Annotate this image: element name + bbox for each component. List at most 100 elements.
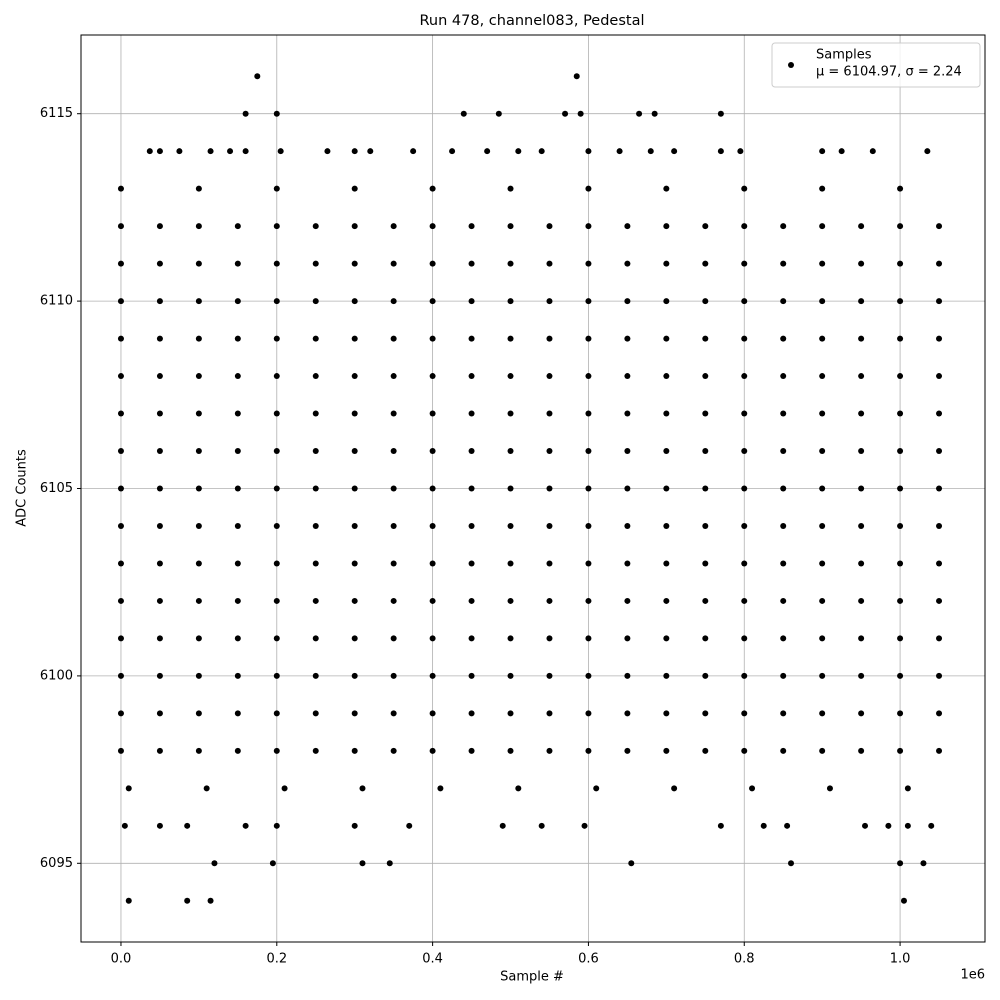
point xyxy=(312,560,319,567)
point xyxy=(897,635,904,642)
point xyxy=(585,373,592,380)
point xyxy=(585,710,592,717)
point xyxy=(234,747,241,754)
point xyxy=(468,597,475,604)
point xyxy=(897,672,904,679)
point xyxy=(207,897,214,904)
point xyxy=(156,448,163,455)
point xyxy=(702,672,709,679)
point xyxy=(538,822,545,829)
point xyxy=(515,785,522,792)
point xyxy=(819,223,826,230)
x-tick-label: 0.8 xyxy=(734,952,755,967)
point xyxy=(663,373,670,380)
point xyxy=(390,560,397,567)
point xyxy=(741,747,748,754)
point xyxy=(780,710,787,717)
point xyxy=(507,223,514,230)
point xyxy=(651,110,658,117)
point xyxy=(176,148,183,155)
point xyxy=(156,260,163,267)
point xyxy=(351,335,358,342)
point xyxy=(351,298,358,305)
point xyxy=(741,485,748,492)
point xyxy=(920,860,927,867)
point xyxy=(819,747,826,754)
point xyxy=(390,335,397,342)
point xyxy=(410,148,417,155)
point xyxy=(585,635,592,642)
point xyxy=(936,710,943,717)
point xyxy=(819,635,826,642)
point xyxy=(312,522,319,529)
point xyxy=(702,710,709,717)
legend-label: Samples xyxy=(816,48,872,63)
point xyxy=(624,260,631,267)
point xyxy=(702,635,709,642)
point xyxy=(788,860,795,867)
point xyxy=(468,298,475,305)
point xyxy=(117,710,124,717)
point xyxy=(273,223,280,230)
point xyxy=(897,410,904,417)
point xyxy=(277,148,284,155)
point xyxy=(897,260,904,267)
point xyxy=(741,710,748,717)
point xyxy=(900,897,907,904)
y-tick-label: 6110 xyxy=(40,294,73,309)
point xyxy=(858,672,865,679)
point xyxy=(897,373,904,380)
point xyxy=(234,710,241,717)
point xyxy=(312,223,319,230)
point xyxy=(585,448,592,455)
point xyxy=(367,148,374,155)
point xyxy=(351,597,358,604)
point xyxy=(858,485,865,492)
point xyxy=(624,747,631,754)
point xyxy=(819,185,826,192)
point xyxy=(819,410,826,417)
point xyxy=(562,110,569,117)
point xyxy=(780,635,787,642)
point xyxy=(468,522,475,529)
point xyxy=(351,448,358,455)
point xyxy=(312,635,319,642)
point xyxy=(468,747,475,754)
point xyxy=(507,485,514,492)
point xyxy=(624,597,631,604)
point xyxy=(312,410,319,417)
point xyxy=(780,373,787,380)
point xyxy=(273,260,280,267)
point xyxy=(819,448,826,455)
y-tick-label: 6115 xyxy=(40,106,73,121)
point xyxy=(195,672,202,679)
point xyxy=(195,373,202,380)
point xyxy=(702,223,709,230)
point xyxy=(780,335,787,342)
point xyxy=(351,260,358,267)
point xyxy=(273,822,280,829)
point xyxy=(281,785,288,792)
point xyxy=(780,260,787,267)
point xyxy=(156,298,163,305)
point xyxy=(273,298,280,305)
point xyxy=(156,635,163,642)
point xyxy=(936,672,943,679)
point xyxy=(117,223,124,230)
point xyxy=(546,522,553,529)
point xyxy=(507,710,514,717)
point xyxy=(624,710,631,717)
point xyxy=(125,897,132,904)
point xyxy=(616,148,623,155)
point xyxy=(593,785,600,792)
point xyxy=(741,223,748,230)
point xyxy=(624,410,631,417)
point xyxy=(897,335,904,342)
point xyxy=(936,335,943,342)
point xyxy=(897,485,904,492)
point xyxy=(156,710,163,717)
point xyxy=(936,522,943,529)
point xyxy=(819,260,826,267)
point xyxy=(195,223,202,230)
point xyxy=(312,485,319,492)
